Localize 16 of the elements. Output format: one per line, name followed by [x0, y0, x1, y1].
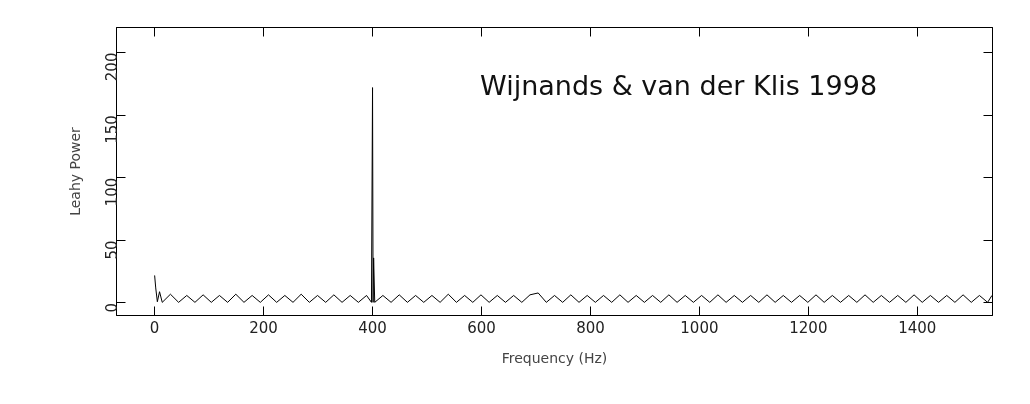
x-tick-label: 600: [467, 318, 496, 337]
x-tick-label: 1000: [680, 318, 719, 337]
y-axis-title: Leahy Power: [66, 126, 83, 216]
x-tick-label: 0: [149, 318, 160, 337]
y-tick-label: 0: [103, 302, 122, 313]
annotation: Wijnands & van der Klis 1998: [480, 69, 878, 101]
x-tick-label: 800: [576, 318, 605, 337]
y-tick-label: 150: [103, 115, 122, 144]
y-tick-label: 50: [103, 240, 122, 260]
x-axis-title: Frequency (Hz): [501, 349, 608, 366]
x-tick-label: 1400: [898, 318, 937, 337]
x-tick-label: 1200: [789, 318, 828, 337]
y-tick-label: 200: [103, 52, 122, 82]
x-tick-label: 200: [249, 318, 278, 337]
y-tick-label: 100: [103, 177, 122, 207]
x-tick-label: 400: [358, 318, 387, 337]
